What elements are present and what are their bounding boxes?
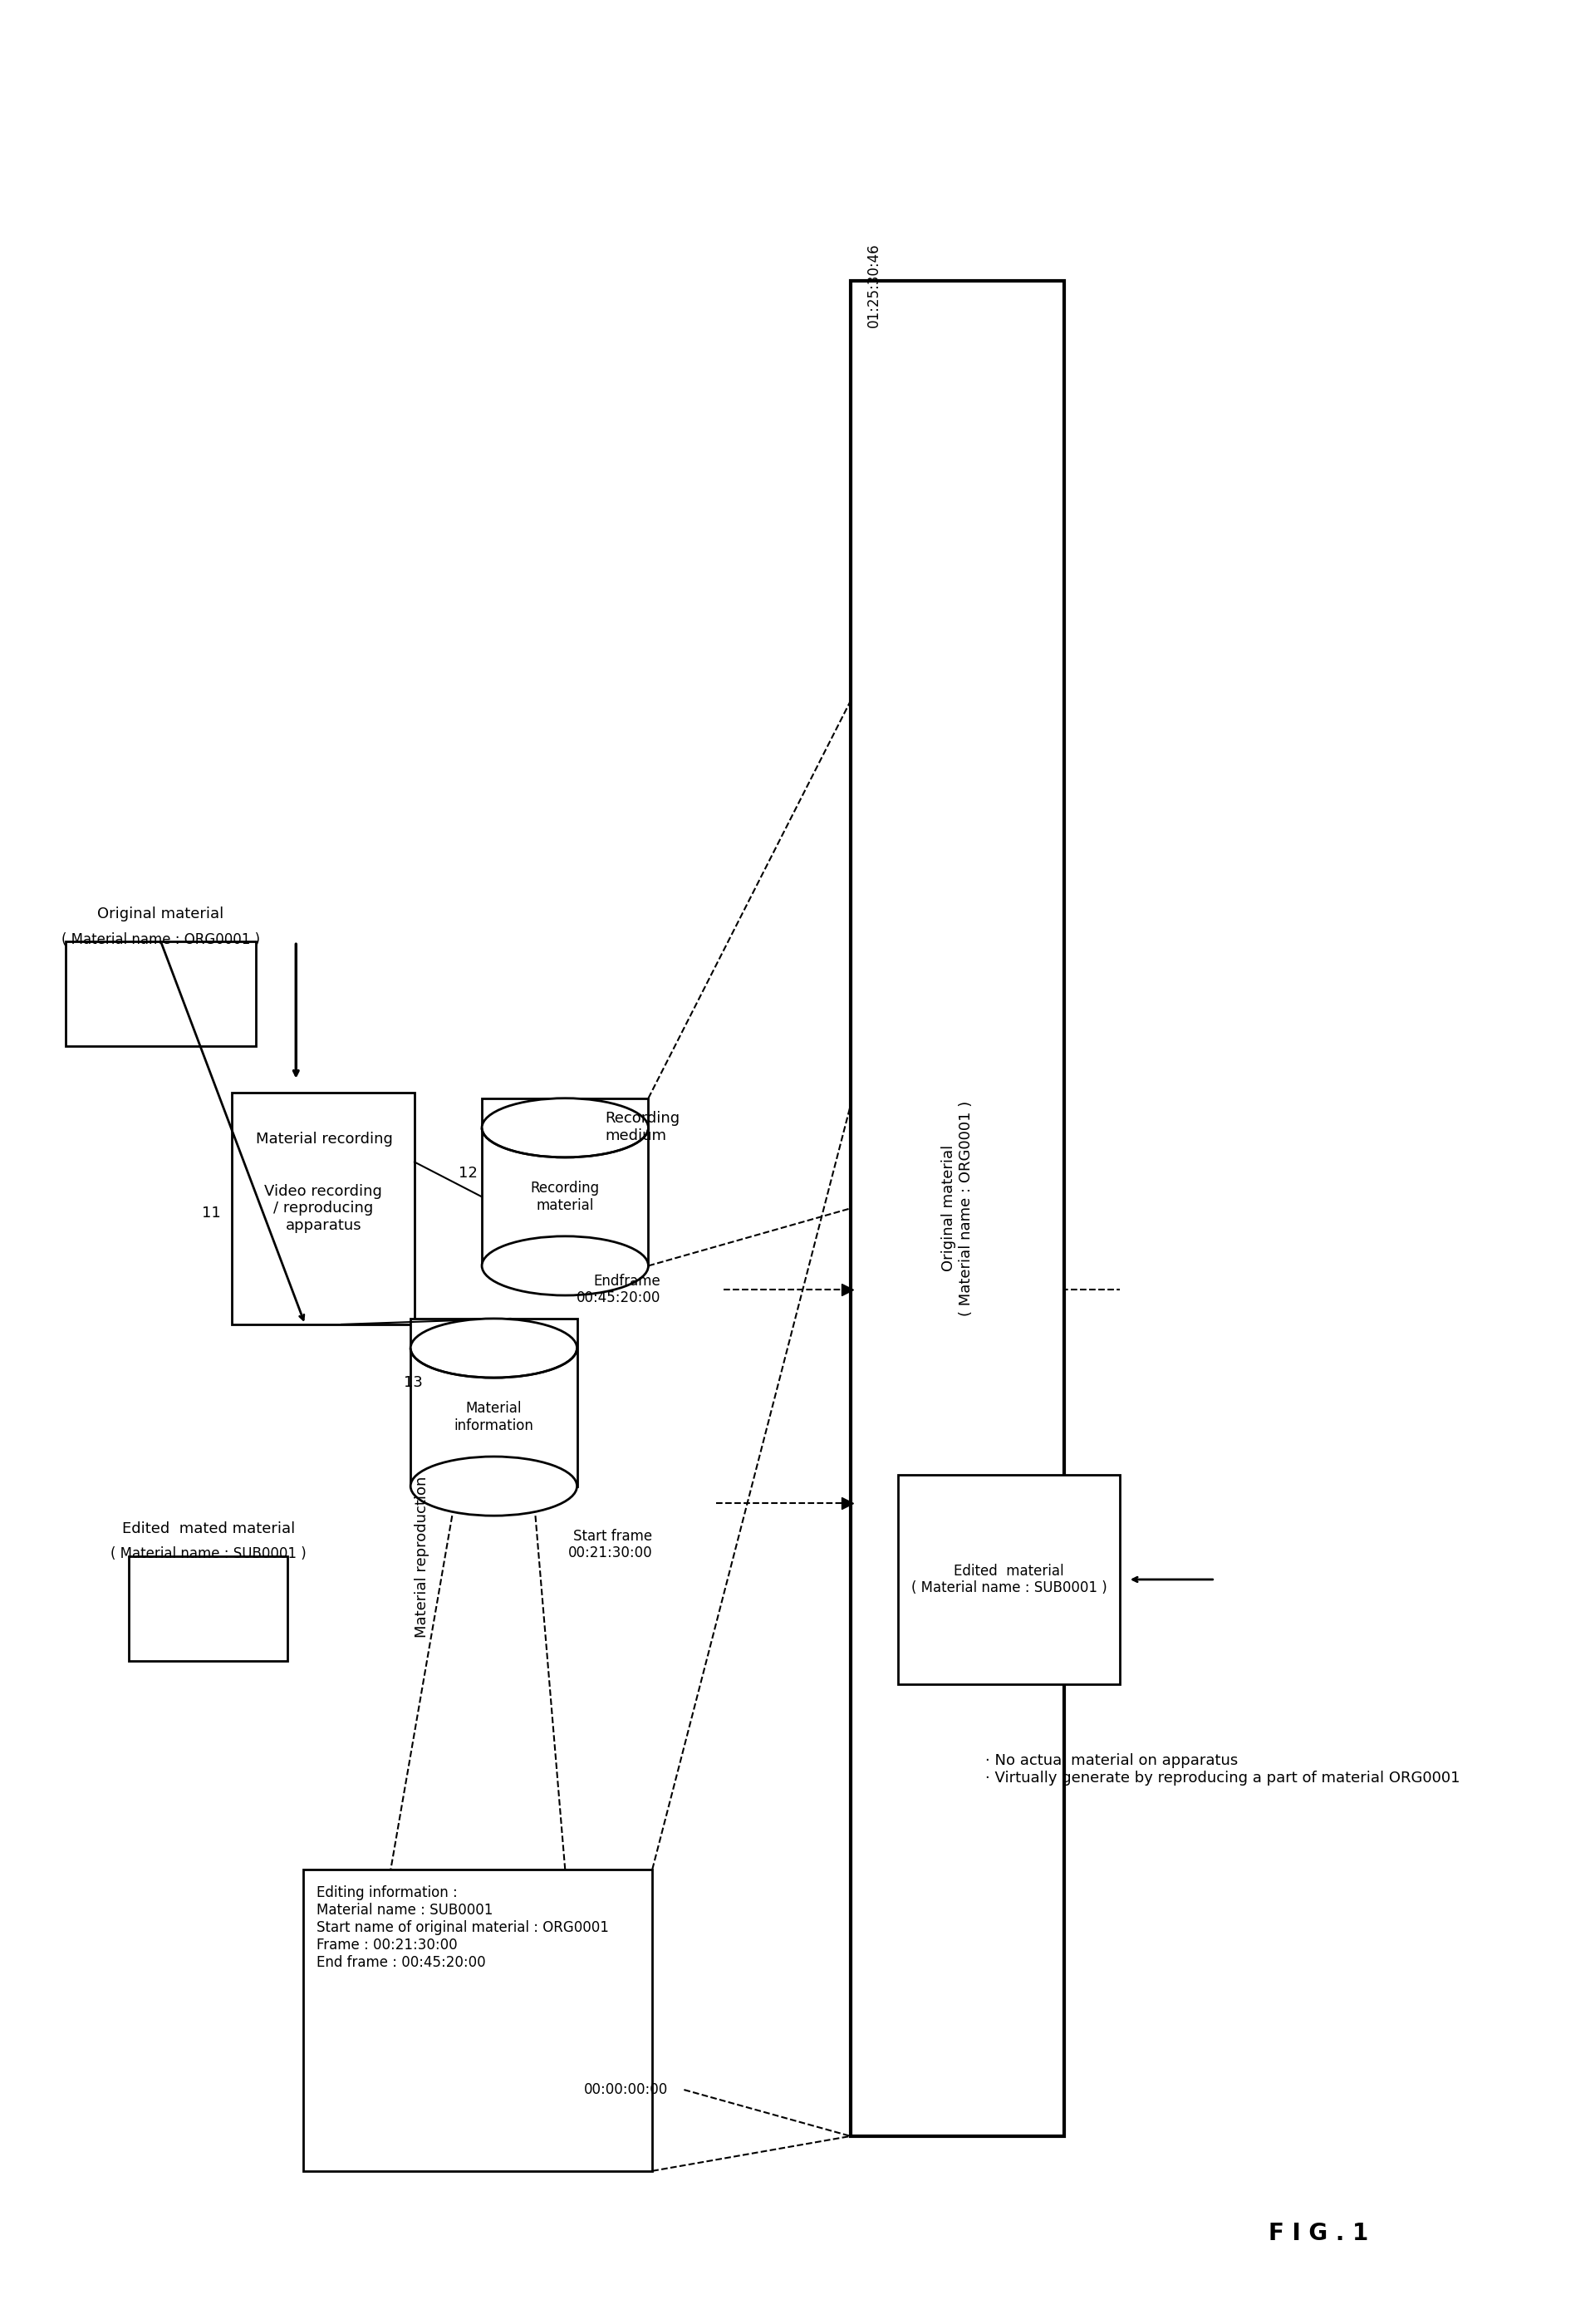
Text: Recording
medium: Recording medium — [605, 1111, 679, 1143]
Bar — [65, 941, 255, 1046]
Text: 11: 11 — [203, 1206, 222, 1220]
Bar — [482, 1099, 648, 1267]
Text: ( Material name : ORG0001 ): ( Material name : ORG0001 ) — [62, 932, 260, 946]
Bar — [303, 1868, 652, 2171]
Text: 00:00:00:00: 00:00:00:00 — [584, 2082, 668, 2096]
Text: Original material
( Material name : ORG0001 ): Original material ( Material name : ORG0… — [941, 1102, 973, 1315]
Ellipse shape — [482, 1099, 648, 1157]
Text: 12: 12 — [459, 1167, 478, 1181]
Text: Edited  material
( Material name : SUB0001 ): Edited material ( Material name : SUB000… — [911, 1564, 1107, 1597]
Text: Material
information: Material information — [455, 1401, 534, 1434]
Text: Edited  mated material: Edited mated material — [121, 1520, 295, 1536]
Text: Recording
material: Recording material — [531, 1181, 600, 1213]
Bar — [850, 281, 1064, 2136]
Bar — [129, 1557, 287, 1662]
Bar — [410, 1318, 577, 1485]
Text: 01:25:30:46: 01:25:30:46 — [866, 244, 882, 328]
Ellipse shape — [410, 1457, 577, 1515]
Text: Original material: Original material — [97, 906, 223, 920]
Text: F I G . 1: F I G . 1 — [1268, 2222, 1369, 2245]
Text: Material reproduction: Material reproduction — [415, 1476, 431, 1638]
Text: Endframe
00:45:20:00: Endframe 00:45:20:00 — [576, 1274, 660, 1306]
Text: ( Material name : SUB0001 ): ( Material name : SUB0001 ) — [110, 1545, 306, 1562]
Text: · No actual material on apparatus
· Virtually generate by reproducing a part of : · No actual material on apparatus · Virt… — [986, 1752, 1459, 1785]
Text: Start frame
00:21:30:00: Start frame 00:21:30:00 — [568, 1529, 652, 1562]
Text: Video recording
/ reproducing
apparatus: Video recording / reproducing apparatus — [265, 1183, 383, 1234]
Ellipse shape — [410, 1318, 577, 1378]
Bar — [233, 1092, 415, 1325]
Text: Material recording: Material recording — [255, 1132, 392, 1146]
Text: 13: 13 — [404, 1376, 423, 1390]
Ellipse shape — [482, 1236, 648, 1294]
Bar — [898, 1476, 1120, 1685]
Text: Editing information :
Material name : SUB0001
Start name of original material : : Editing information : Material name : SU… — [316, 1885, 609, 1971]
